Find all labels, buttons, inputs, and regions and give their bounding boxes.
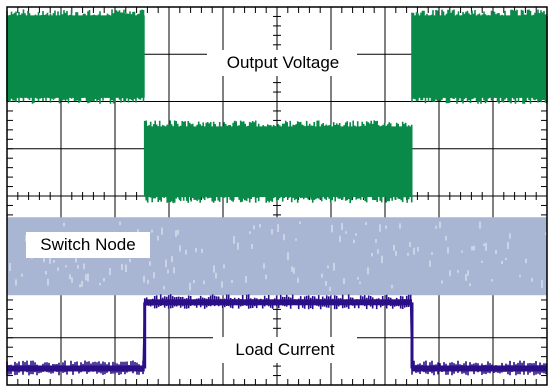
trace-label: Load Current <box>235 340 335 359</box>
trace-labels: Output Voltage Switch Node Load Current <box>26 50 357 363</box>
trace-label-background <box>207 50 357 76</box>
load-current-band <box>412 365 547 372</box>
load-current-band <box>144 299 412 306</box>
trace-label: Output Voltage <box>227 53 339 72</box>
trace-label-background <box>26 232 150 258</box>
load-current-band <box>7 365 145 372</box>
plot-frame <box>6 6 548 386</box>
switch-node-trace <box>9 221 547 292</box>
trace-label: Switch Node <box>40 235 135 254</box>
trace-label-background <box>213 337 357 363</box>
